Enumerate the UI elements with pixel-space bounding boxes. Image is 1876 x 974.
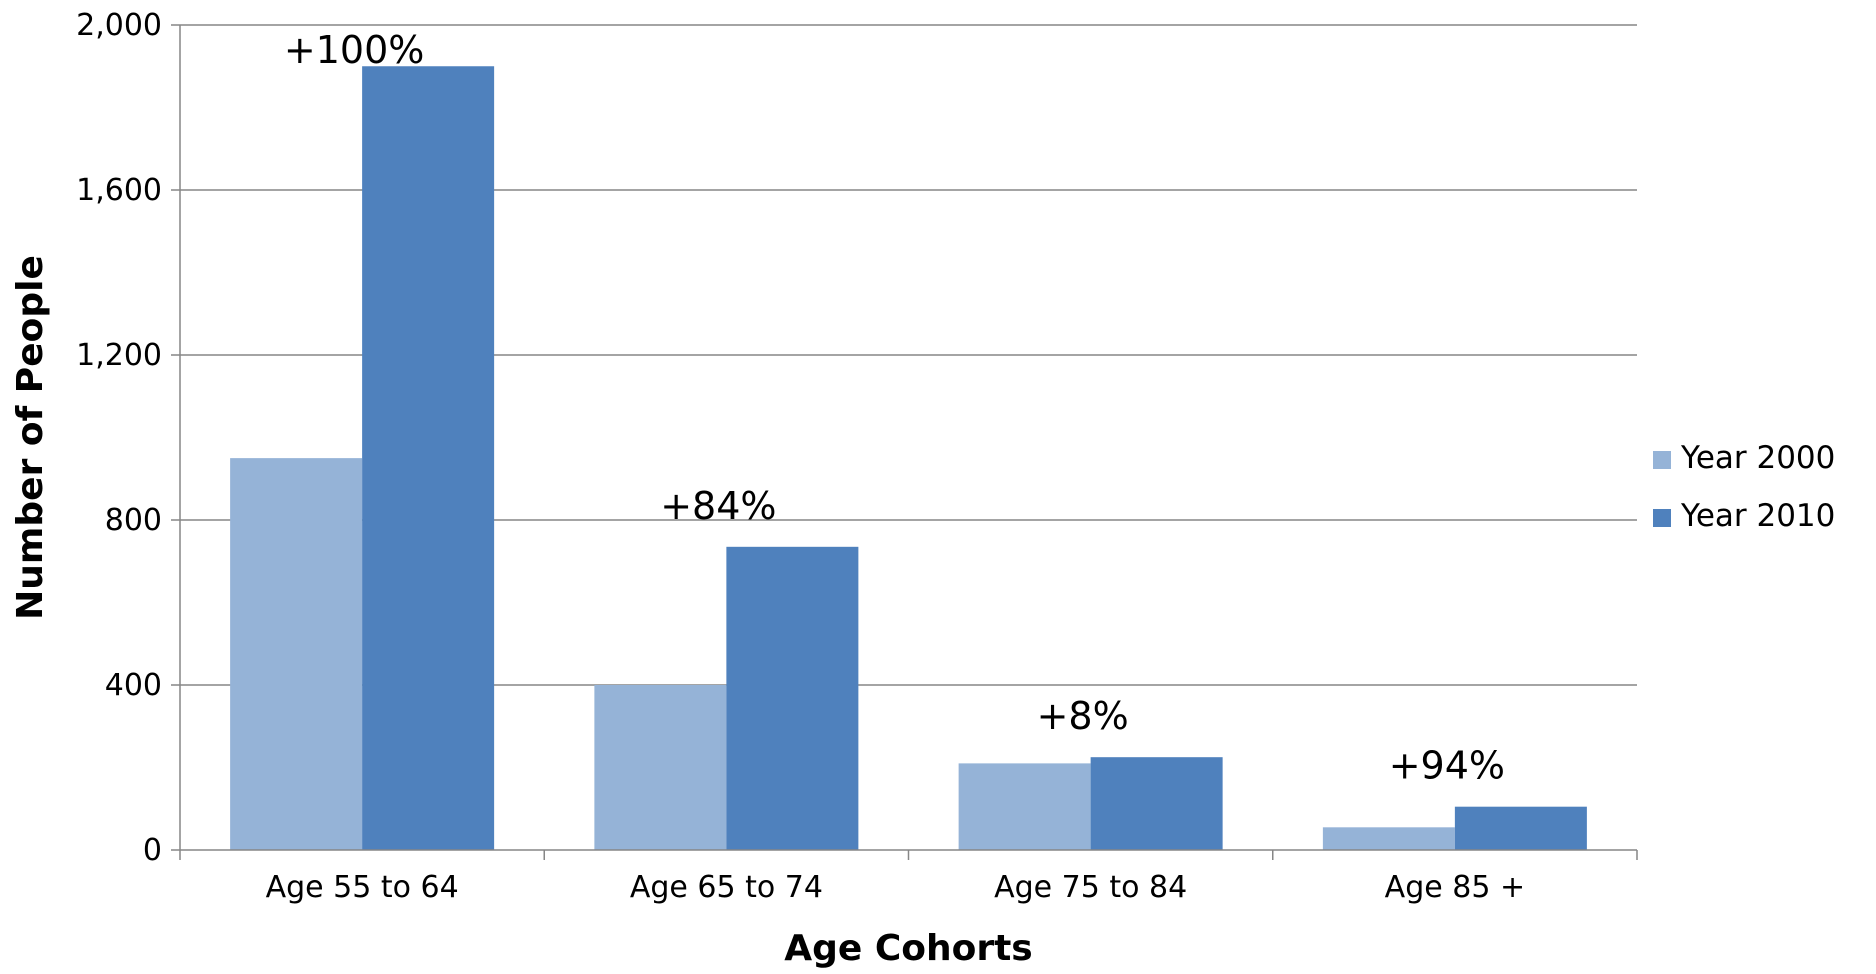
x-axis-title: Age Cohorts	[784, 928, 1032, 969]
bar	[1454, 806, 1587, 850]
y-tick-labels: 0 400 800 1,200 1,600 2,000	[76, 8, 162, 868]
legend-swatch	[1653, 509, 1671, 527]
y-axis-title: Number of People	[10, 255, 51, 620]
bars	[230, 66, 1587, 850]
x-tick-labels: Age 55 to 64 Age 65 to 74 Age 75 to 84 Age …	[266, 870, 1526, 905]
y-tick-label: 800	[105, 503, 162, 538]
y-tick-label: 400	[105, 668, 162, 703]
bar	[230, 458, 363, 850]
percent-change-label: +8%	[1037, 694, 1129, 738]
y-tick-label: 2,000	[76, 8, 162, 43]
percent-change-label: +84%	[660, 484, 776, 528]
percent-change-label: +100%	[284, 28, 424, 72]
bar	[726, 546, 859, 850]
legend-label: Year 2000	[1680, 440, 1835, 476]
legend: Year 2000 Year 2010	[1653, 440, 1835, 534]
legend-swatch	[1653, 451, 1671, 469]
percent-change-label: +94%	[1389, 744, 1505, 788]
y-tick-label: 0	[143, 833, 162, 868]
axes	[171, 24, 1638, 860]
bar	[958, 763, 1091, 850]
legend-label: Year 2010	[1680, 498, 1835, 534]
y-tick-label: 1,200	[76, 338, 162, 373]
y-tick-label: 1,600	[76, 173, 162, 208]
bar	[1322, 827, 1455, 850]
x-tick-label: Age 55 to 64	[266, 870, 459, 905]
bar	[594, 685, 727, 850]
x-tick-label: Age 65 to 74	[630, 870, 823, 905]
bar	[1090, 757, 1223, 850]
bar	[362, 66, 495, 850]
x-tick-label: Age 85 +	[1385, 870, 1525, 905]
percent-change-annotations: +100% +84% +8% +94%	[284, 28, 1505, 788]
x-tick-label: Age 75 to 84	[994, 870, 1187, 905]
